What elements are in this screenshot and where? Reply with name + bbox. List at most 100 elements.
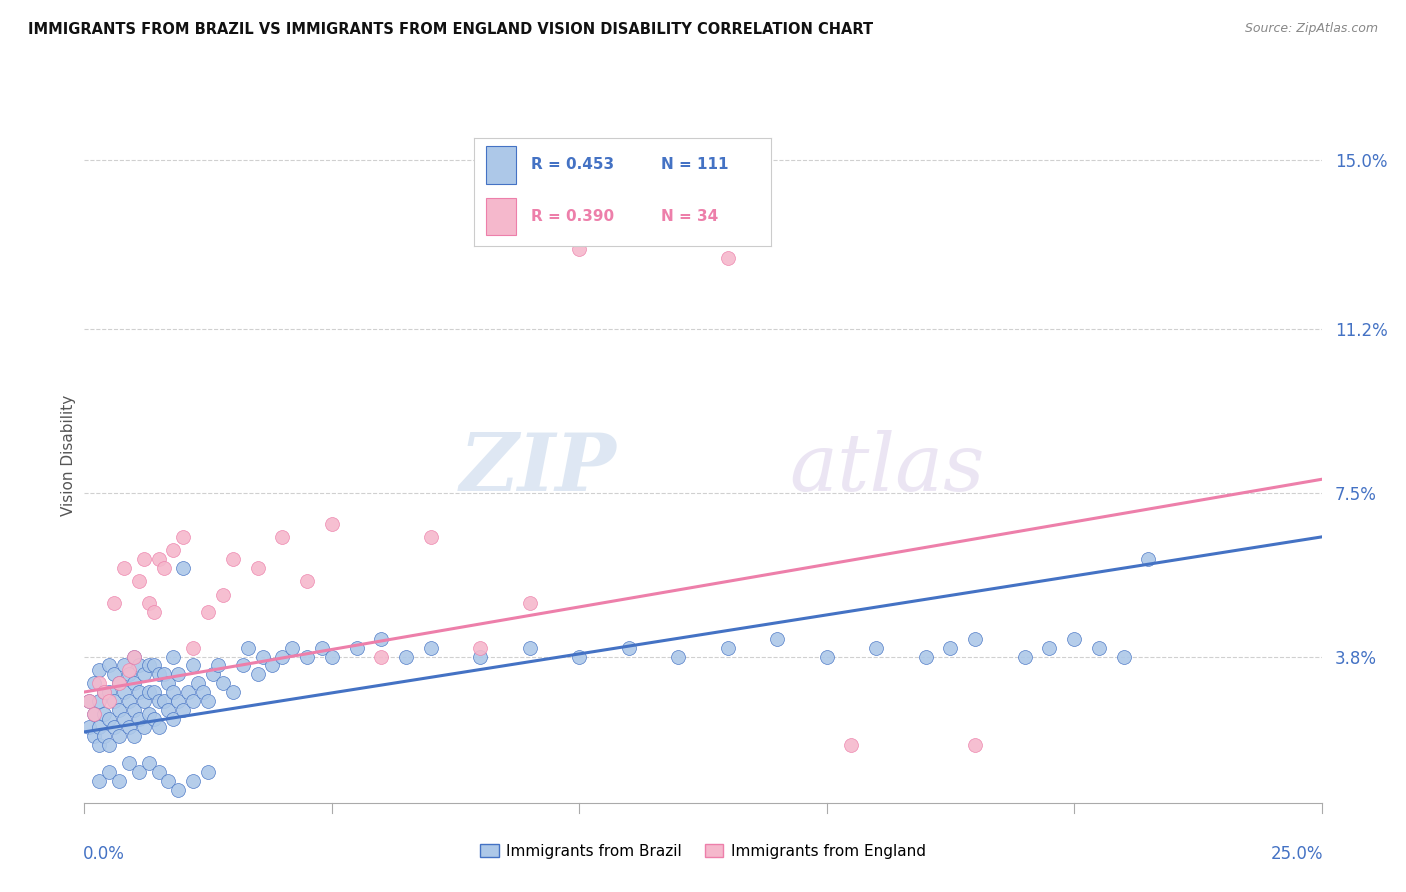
- Point: [103, 721, 125, 735]
- Point: [271, 530, 294, 544]
- Point: [181, 694, 204, 708]
- Point: [122, 676, 145, 690]
- Point: [370, 632, 392, 646]
- Point: [103, 694, 125, 708]
- Point: [965, 632, 987, 646]
- Point: [162, 712, 184, 726]
- Text: R = 0.453: R = 0.453: [530, 157, 613, 172]
- Point: [83, 707, 105, 722]
- Point: [108, 703, 131, 717]
- Point: [162, 685, 184, 699]
- Point: [132, 721, 155, 735]
- Text: atlas: atlas: [790, 430, 986, 508]
- Point: [717, 251, 740, 265]
- Point: [252, 649, 274, 664]
- Point: [187, 676, 209, 690]
- Point: [118, 756, 141, 770]
- Point: [93, 685, 115, 699]
- Point: [98, 658, 121, 673]
- Text: Source: ZipAtlas.com: Source: ZipAtlas.com: [1244, 22, 1378, 36]
- Point: [246, 561, 269, 575]
- Legend: Immigrants from Brazil, Immigrants from England: Immigrants from Brazil, Immigrants from …: [474, 838, 932, 864]
- Point: [118, 667, 141, 681]
- Point: [83, 729, 105, 743]
- Point: [202, 667, 225, 681]
- Point: [236, 640, 259, 655]
- Point: [118, 694, 141, 708]
- Point: [1112, 649, 1135, 664]
- Point: [568, 242, 591, 256]
- Point: [132, 552, 155, 566]
- Point: [83, 707, 105, 722]
- Point: [89, 694, 111, 708]
- Point: [108, 676, 131, 690]
- Point: [79, 694, 101, 708]
- Point: [311, 640, 333, 655]
- Y-axis label: Vision Disability: Vision Disability: [60, 394, 76, 516]
- Point: [132, 694, 155, 708]
- Point: [148, 694, 170, 708]
- Point: [89, 773, 111, 788]
- Point: [138, 707, 160, 722]
- Bar: [486, 146, 516, 184]
- Point: [197, 605, 219, 619]
- Point: [246, 667, 269, 681]
- Point: [138, 685, 160, 699]
- Point: [112, 712, 135, 726]
- Point: [103, 596, 125, 610]
- Point: [841, 738, 863, 752]
- Bar: [486, 198, 516, 235]
- Point: [939, 640, 962, 655]
- Point: [914, 649, 936, 664]
- Point: [222, 685, 245, 699]
- Point: [98, 694, 121, 708]
- Point: [666, 649, 689, 664]
- Point: [122, 649, 145, 664]
- Point: [157, 676, 180, 690]
- Point: [470, 649, 492, 664]
- Point: [142, 605, 165, 619]
- Point: [118, 721, 141, 735]
- Text: N = 111: N = 111: [661, 157, 728, 172]
- Point: [295, 649, 318, 664]
- Point: [112, 561, 135, 575]
- Point: [108, 729, 131, 743]
- Point: [172, 561, 194, 575]
- Point: [98, 738, 121, 752]
- Point: [98, 764, 121, 779]
- Point: [93, 729, 115, 743]
- Text: N = 34: N = 34: [661, 209, 718, 224]
- Text: R = 0.390: R = 0.390: [530, 209, 613, 224]
- Point: [470, 640, 492, 655]
- Point: [1038, 640, 1060, 655]
- Point: [271, 649, 294, 664]
- Point: [419, 530, 441, 544]
- Point: [181, 658, 204, 673]
- Point: [177, 685, 200, 699]
- Text: 0.0%: 0.0%: [83, 845, 125, 863]
- Point: [1063, 632, 1085, 646]
- Point: [128, 685, 150, 699]
- Text: 25.0%: 25.0%: [1271, 845, 1323, 863]
- Point: [157, 773, 180, 788]
- Point: [232, 658, 254, 673]
- Point: [152, 694, 174, 708]
- Point: [181, 640, 204, 655]
- Point: [132, 667, 155, 681]
- Point: [89, 738, 111, 752]
- Point: [222, 552, 245, 566]
- Point: [1137, 552, 1160, 566]
- Point: [152, 667, 174, 681]
- Point: [148, 552, 170, 566]
- Point: [167, 667, 190, 681]
- Point: [118, 663, 141, 677]
- Point: [128, 764, 150, 779]
- Point: [138, 756, 160, 770]
- Point: [152, 561, 174, 575]
- Point: [965, 738, 987, 752]
- Point: [167, 694, 190, 708]
- Point: [281, 640, 304, 655]
- Point: [717, 640, 740, 655]
- Point: [93, 685, 115, 699]
- Point: [128, 574, 150, 589]
